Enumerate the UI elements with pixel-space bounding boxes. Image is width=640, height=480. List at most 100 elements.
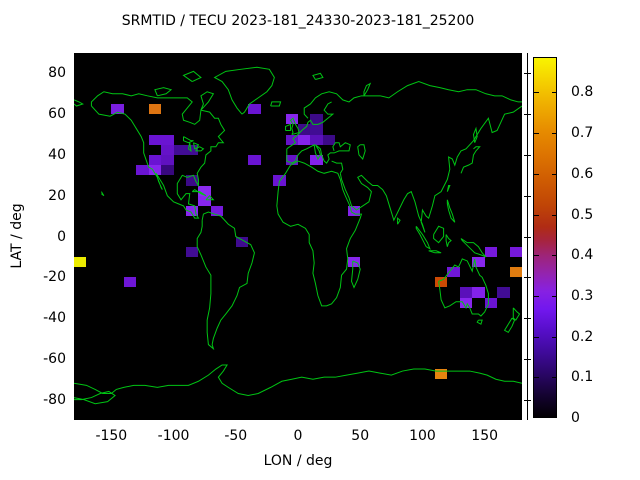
data-square bbox=[484, 297, 498, 308]
y-tick-label: 80 bbox=[48, 65, 66, 82]
coastline-path bbox=[439, 259, 489, 316]
right-border-tick bbox=[524, 154, 531, 156]
colorbar-tick-label: 0.5 bbox=[571, 206, 594, 223]
colorbar-tick bbox=[552, 133, 557, 135]
data-square bbox=[298, 124, 311, 135]
colorbar-tick bbox=[534, 92, 539, 94]
data-square bbox=[161, 154, 174, 166]
data-square bbox=[248, 103, 261, 115]
colorbar-tick-label: 0.7 bbox=[571, 125, 594, 142]
data-square bbox=[509, 246, 522, 257]
coastline-path bbox=[513, 308, 519, 320]
x-tick-label: -100 bbox=[157, 428, 190, 444]
data-square bbox=[148, 134, 162, 145]
data-square bbox=[434, 369, 448, 380]
colorbar-tick bbox=[534, 255, 539, 257]
coastline-path bbox=[291, 118, 300, 134]
data-square bbox=[509, 267, 522, 278]
colorbar-tick bbox=[552, 377, 557, 379]
coastline-path bbox=[74, 391, 115, 403]
colorbar-tick-label: 0.3 bbox=[571, 287, 594, 304]
x-tick-label: -150 bbox=[95, 428, 128, 444]
coastline-path bbox=[461, 239, 486, 257]
coastline-path bbox=[184, 71, 201, 81]
data-square bbox=[285, 134, 298, 145]
colorbar-tick bbox=[552, 92, 557, 94]
data-square bbox=[186, 144, 199, 155]
coastline-path bbox=[206, 196, 213, 200]
coastline-path bbox=[352, 261, 361, 288]
data-square bbox=[484, 246, 498, 257]
data-square bbox=[161, 134, 174, 145]
colorbar bbox=[533, 57, 557, 418]
data-square bbox=[310, 114, 323, 125]
colorbar-tick bbox=[552, 295, 557, 297]
colorbar-tick bbox=[552, 214, 557, 216]
data-square bbox=[148, 165, 162, 176]
coastline-path bbox=[201, 92, 213, 110]
x-tick-label: 50 bbox=[351, 428, 370, 444]
data-square bbox=[434, 277, 448, 288]
colorbar-tick bbox=[534, 133, 539, 135]
colorbar-tick bbox=[534, 336, 539, 338]
coastline-path bbox=[197, 212, 254, 349]
data-square bbox=[148, 154, 162, 166]
coastline-path bbox=[188, 143, 190, 151]
coastline-path bbox=[429, 251, 441, 253]
world-map-plot-area bbox=[74, 53, 522, 420]
colorbar-tick-label: 0.8 bbox=[571, 84, 594, 101]
y-tick-label: 60 bbox=[48, 106, 66, 123]
coastline-path bbox=[271, 102, 281, 106]
y-axis-label: LAT / deg bbox=[9, 203, 25, 269]
data-square bbox=[459, 287, 473, 298]
coastline-path bbox=[91, 92, 224, 218]
colorbar-tick-label: 0.2 bbox=[571, 328, 594, 345]
colorbar-tick bbox=[534, 214, 539, 216]
colorbar-tick bbox=[552, 336, 557, 338]
coastline-path bbox=[304, 82, 522, 119]
coastline-path bbox=[446, 234, 451, 246]
coastline-path bbox=[287, 102, 333, 149]
coastline-path bbox=[193, 143, 203, 151]
coastline-path bbox=[461, 147, 480, 174]
data-square bbox=[285, 154, 298, 166]
data-square bbox=[310, 124, 323, 135]
y-tick-label: -80 bbox=[43, 391, 66, 408]
y-tick-label: -20 bbox=[43, 269, 66, 286]
coastline-path bbox=[398, 218, 400, 224]
y-tick-label: 20 bbox=[48, 187, 66, 204]
data-square bbox=[497, 287, 510, 298]
coastline-path bbox=[74, 365, 522, 396]
coastline-path bbox=[101, 192, 103, 196]
x-tick-label: -50 bbox=[224, 428, 248, 444]
coastline-path bbox=[473, 128, 477, 142]
y-tick-label: 0 bbox=[57, 228, 66, 245]
coastline-path bbox=[434, 226, 444, 242]
coastline-path bbox=[340, 106, 522, 232]
data-square bbox=[210, 205, 224, 217]
coastline-path bbox=[416, 226, 430, 248]
colorbar-tick bbox=[534, 173, 539, 175]
coastline-path bbox=[74, 100, 83, 106]
x-tick-label: 150 bbox=[471, 428, 499, 444]
coastline-path bbox=[313, 73, 323, 79]
data-square bbox=[198, 185, 211, 196]
data-square bbox=[298, 134, 311, 145]
data-square bbox=[111, 103, 124, 115]
coastline-path bbox=[184, 137, 194, 143]
data-square bbox=[148, 103, 162, 115]
data-square bbox=[186, 246, 199, 257]
right-border-tick bbox=[524, 114, 531, 116]
data-square bbox=[161, 165, 174, 176]
y-tick-label: 40 bbox=[48, 146, 66, 163]
data-square bbox=[235, 236, 249, 247]
data-square bbox=[186, 205, 199, 217]
data-square bbox=[74, 256, 87, 268]
right-border-tick bbox=[524, 318, 531, 320]
coastline-path bbox=[447, 200, 454, 222]
data-square bbox=[186, 175, 199, 186]
data-square bbox=[123, 277, 137, 288]
data-square bbox=[472, 287, 485, 298]
data-square bbox=[347, 205, 361, 217]
colorbar-tick bbox=[552, 173, 557, 175]
